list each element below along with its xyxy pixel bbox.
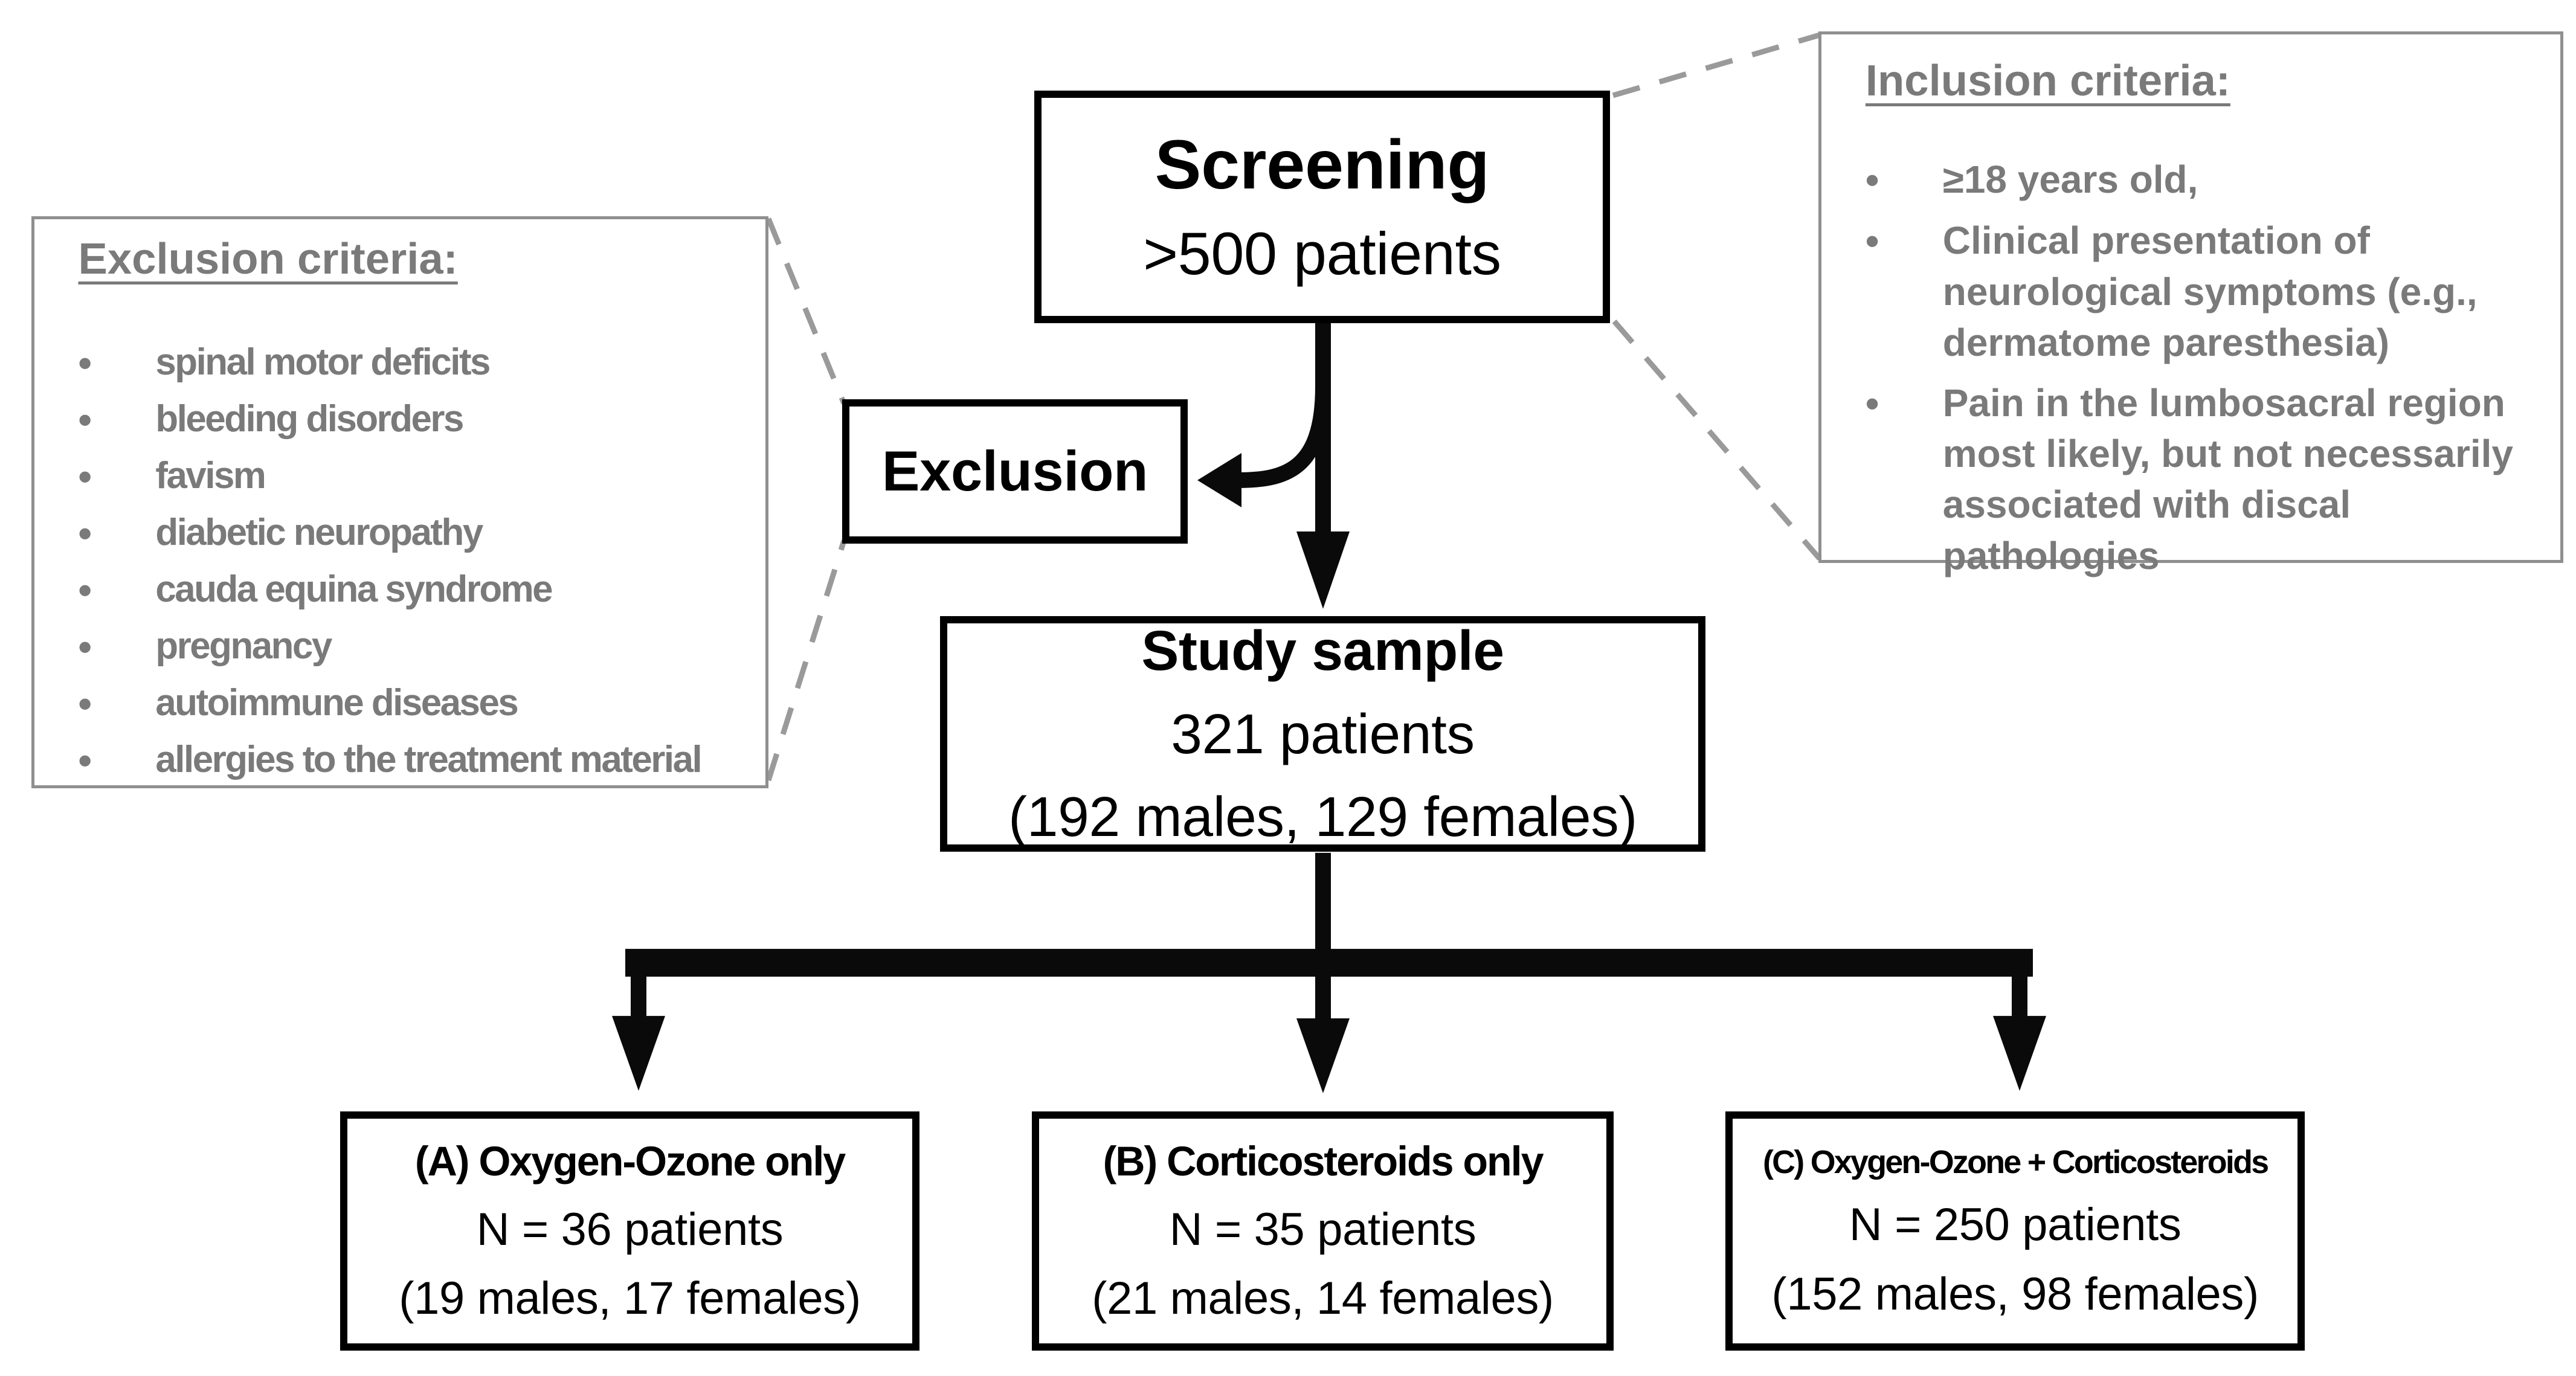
dashed-callout-inclusion-bottom	[1612, 320, 1822, 561]
exclusion-criteria-title: Exclusion criteria:	[78, 234, 458, 284]
study-sample-box: Study sample 321 patients (192 males, 12…	[940, 616, 1705, 852]
arrow-screening-to-study-head	[1296, 531, 1350, 609]
arrow-branch-center-head	[1296, 1018, 1350, 1093]
exclusion-criteria-item: bleeding disorders	[79, 394, 750, 446]
group-a-count: N = 36 patients	[476, 1203, 784, 1255]
dashed-callout-exclusion-bottom	[765, 539, 847, 782]
group-b-box: (B) Corticosteroids only N = 35 patients…	[1031, 1111, 1614, 1351]
group-c-box: (C) Oxygen-Ozone + Corticosteroids N = 2…	[1725, 1111, 2305, 1351]
exclusion-criteria-item-text: allergies to the treatment material	[155, 739, 702, 781]
exclusion-criteria-item: allergies to the treatment material	[79, 735, 750, 786]
exclusion-criteria-item: cauda equina syndrome	[79, 564, 750, 616]
exclusion-label: Exclusion	[881, 439, 1148, 503]
inclusion-criteria-title: Inclusion criteria:	[1865, 56, 2230, 106]
exclusion-criteria-box: Exclusion criteria: spinal motor deficit…	[31, 216, 768, 789]
group-b-count: N = 35 patients	[1169, 1203, 1476, 1255]
study-sample-count: 321 patients	[1171, 702, 1475, 765]
screening-count: >500 patients	[1143, 220, 1501, 288]
exclusion-criteria-item: pregnancy	[79, 621, 750, 673]
screening-title: Screening	[1154, 126, 1490, 204]
arrow-branch-left-head	[612, 1015, 665, 1091]
inclusion-criteria-box: Inclusion criteria: ≥18 years old, Clini…	[1818, 31, 2563, 577]
inclusion-criteria-item: Pain in the lumbosacral region most like…	[1866, 378, 2534, 582]
inclusion-criteria-item: Clinical presentation of neurological sy…	[1866, 215, 2534, 368]
group-c-split: (152 males, 98 females)	[1771, 1268, 2259, 1320]
group-a-box: (A) Oxygen-Ozone only N = 36 patients (1…	[340, 1111, 920, 1351]
group-a-split: (19 males, 17 females)	[399, 1273, 861, 1325]
exclusion-box: Exclusion	[842, 399, 1188, 544]
exclusion-criteria-item-text: bleeding disorders	[155, 398, 464, 440]
group-c-title: (C) Oxygen-Ozone + Corticosteroids	[1762, 1143, 2269, 1180]
screening-box: Screening >500 patients	[1034, 91, 1610, 324]
exclusion-criteria-item-text: pregnancy	[155, 625, 332, 667]
study-sample-split: (192 males, 129 females)	[1008, 785, 1638, 849]
exclusion-criteria-item: spinal motor deficits	[79, 337, 750, 389]
exclusion-criteria-item: favism	[79, 451, 750, 503]
exclusion-criteria-item-text: spinal motor deficits	[155, 341, 491, 384]
inclusion-criteria-item-text: ≥18 years old,	[1942, 158, 2198, 202]
study-sample-title: Study sample	[1141, 619, 1504, 683]
inclusion-criteria-item-text: Pain in the lumbosacral region most like…	[1942, 381, 2513, 577]
curved-arrow-to-exclusion-head	[1197, 452, 1241, 507]
exclusion-criteria-item: diabetic neuropathy	[79, 507, 750, 559]
group-b-split: (21 males, 14 females)	[1092, 1273, 1554, 1325]
dashed-callout-inclusion-top	[1612, 32, 1821, 98]
group-c-count: N = 250 patients	[1849, 1199, 2182, 1251]
exclusion-criteria-item-text: autoimmune diseases	[155, 682, 518, 724]
inclusion-criteria-item-text: Clinical presentation of neurological sy…	[1942, 219, 2478, 365]
curved-arrow-to-exclusion-shaft	[1237, 386, 1331, 488]
arrow-branch-right-head	[1993, 1015, 2046, 1091]
exclusion-criteria-item-text: diabetic neuropathy	[155, 512, 483, 554]
group-b-title: (B) Corticosteroids only	[1103, 1138, 1544, 1185]
exclusion-criteria-item-text: favism	[155, 455, 266, 497]
inclusion-criteria-item: ≥18 years old,	[1866, 154, 2534, 206]
exclusion-criteria-item: autoimmune diseases	[79, 678, 750, 730]
dashed-callout-exclusion-top	[765, 217, 847, 405]
group-a-title: (A) Oxygen-Ozone only	[414, 1138, 846, 1185]
exclusion-criteria-item-text: cauda equina syndrome	[155, 568, 553, 611]
